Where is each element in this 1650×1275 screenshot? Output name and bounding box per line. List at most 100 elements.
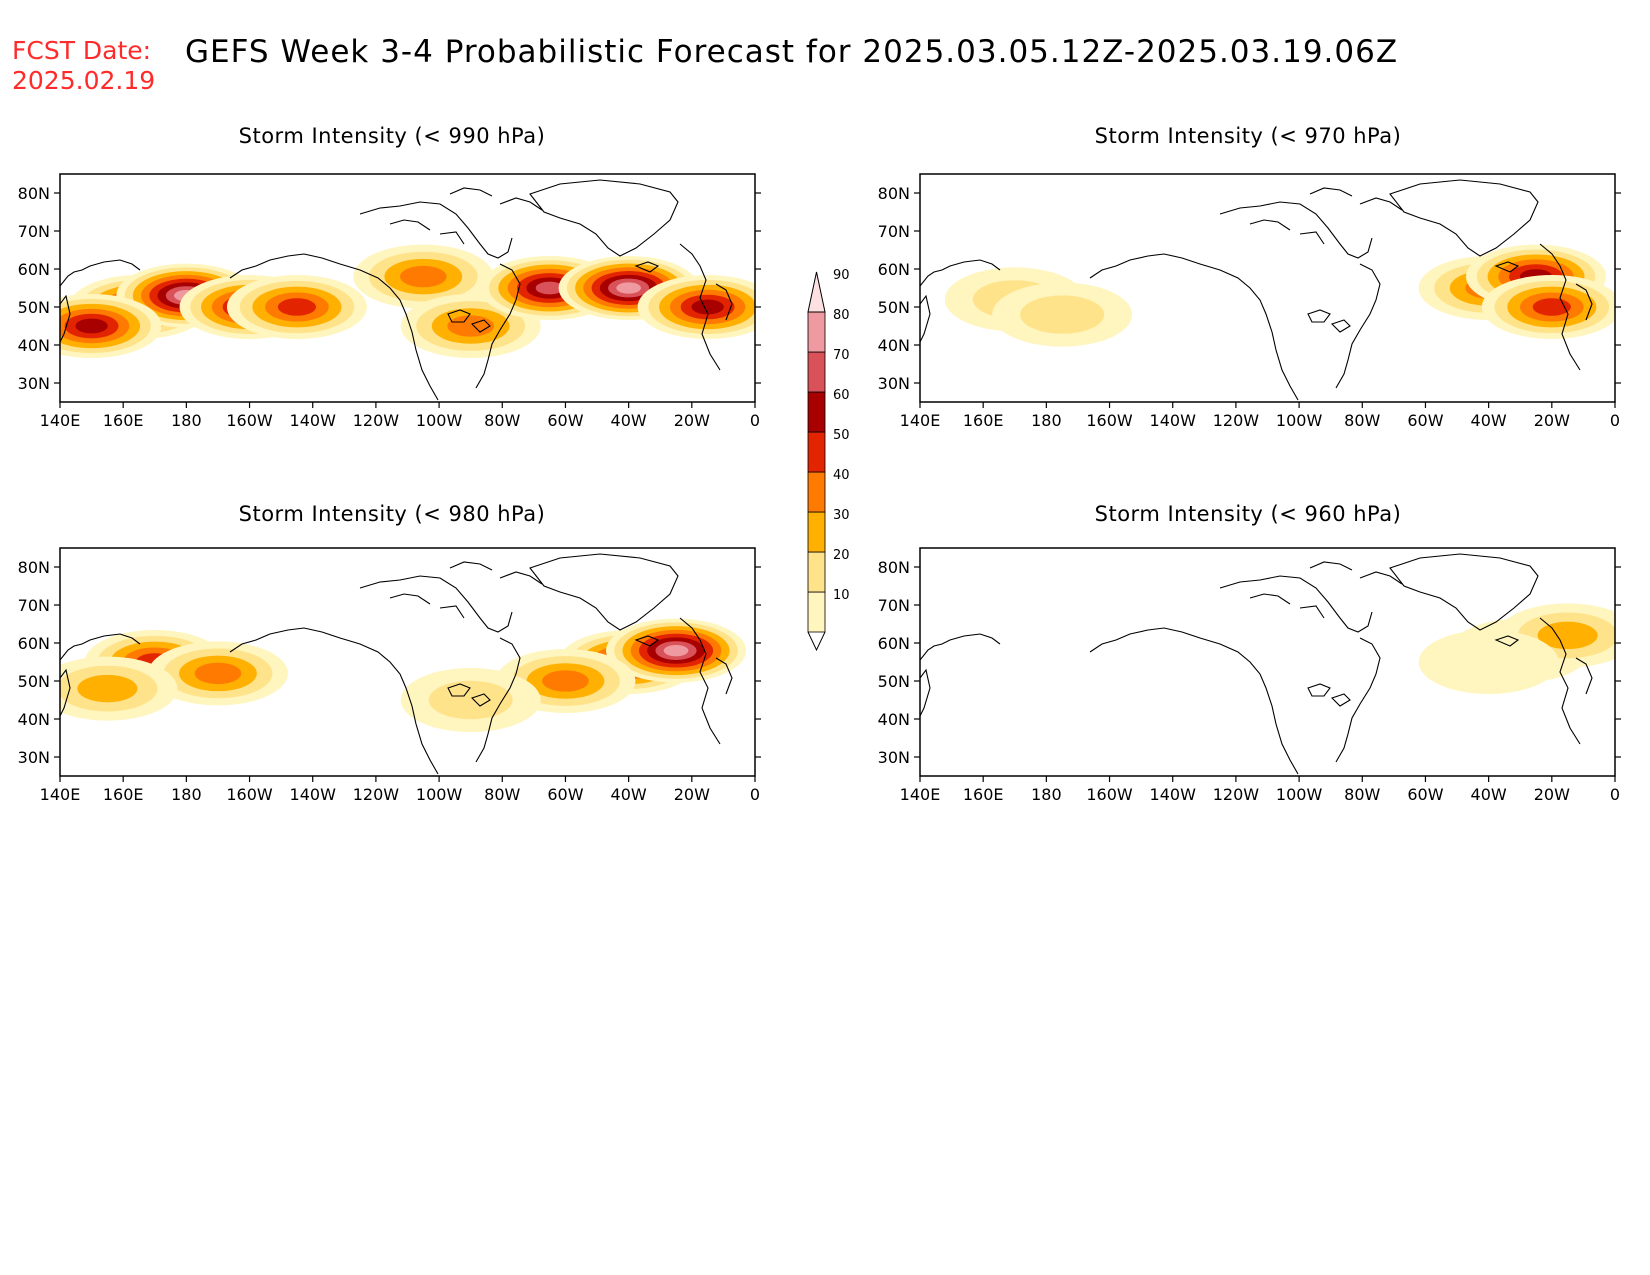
lon-tick-label: 80W xyxy=(1344,785,1380,804)
lat-tick-label: 30N xyxy=(878,748,910,767)
map-panel-3: 80N 70N 60N 50N 40N 30N 140E 160E 180 160W 140W 120… xyxy=(878,547,1621,804)
lon-tick-label: 100W xyxy=(416,785,463,804)
lat-tick-label: 70N xyxy=(878,596,910,615)
lon-tick-label: 40W xyxy=(611,785,647,804)
lon-tick-label: 80W xyxy=(1344,411,1380,430)
lat-tick-label: 50N xyxy=(18,672,50,691)
coastline xyxy=(60,633,141,717)
panel-title-960: Storm Intensity (< 960 hPa) xyxy=(1094,502,1402,526)
colorbar-label: 40 xyxy=(833,468,850,483)
lon-tick-label: 60W xyxy=(547,785,583,804)
coastline xyxy=(1335,263,1381,389)
prob-blob-0-5-4 xyxy=(399,265,447,288)
lon-tick-label: 0 xyxy=(1610,411,1620,430)
lon-tick-label: 80W xyxy=(484,785,520,804)
colorbar-segment xyxy=(807,471,826,513)
lat-tick-label: 40N xyxy=(18,710,50,729)
lon-tick-label: 60W xyxy=(1407,785,1443,804)
colorbar-label: 10 xyxy=(833,588,850,603)
coastline xyxy=(1309,187,1403,211)
colorbar-segment xyxy=(807,311,826,353)
colorbar-segment xyxy=(807,591,826,633)
prob-blob-1-4-5 xyxy=(1532,298,1571,316)
prob-blob-0-3-5 xyxy=(277,298,317,316)
prob-blob-2-5-4 xyxy=(542,670,589,692)
lon-tick-label: 100W xyxy=(416,411,463,430)
coastline xyxy=(1219,201,1373,259)
coastline xyxy=(449,187,543,211)
coastline xyxy=(1494,243,1593,371)
lat-tick-label: 50N xyxy=(878,298,910,317)
lon-tick-label: 140W xyxy=(1150,785,1197,804)
lat-tick-label: 80N xyxy=(878,558,910,577)
coastline xyxy=(920,633,1001,717)
coastline xyxy=(920,259,1001,343)
map-frame xyxy=(919,173,1616,403)
map-panel-2: 80N 70N 60N 50N 40N 30N 140E 160E 180 160W 140W 120… xyxy=(18,547,761,804)
prob-blob-2-6-2 xyxy=(428,680,513,720)
lon-tick-label: 60W xyxy=(547,411,583,430)
forecast-date-label: FCST Date: 2025.02.19 xyxy=(12,36,155,96)
lon-tick-label: 140W xyxy=(1150,411,1197,430)
coastline xyxy=(447,309,491,333)
colorbar-label: 50 xyxy=(833,428,850,443)
coastline xyxy=(1494,617,1593,745)
fcst-date-value: 2025.02.19 xyxy=(12,66,156,95)
lat-tick-label: 70N xyxy=(18,596,50,615)
lon-tick-label: 100W xyxy=(1276,411,1323,430)
colorbar-segment xyxy=(807,551,826,593)
coastline xyxy=(634,617,733,745)
lon-tick-label: 160W xyxy=(226,411,273,430)
lon-tick-label: 80W xyxy=(484,411,520,430)
prob-blob-0-7-7 xyxy=(535,281,564,295)
colorbar-segment xyxy=(807,351,826,393)
map-frame xyxy=(59,173,756,403)
coastline xyxy=(1389,179,1539,257)
lat-tick-label: 30N xyxy=(18,748,50,767)
coastline xyxy=(529,179,679,257)
lon-tick-label: 40W xyxy=(1471,785,1507,804)
lon-tick-label: 160W xyxy=(1086,411,1133,430)
lat-tick-label: 70N xyxy=(18,222,50,241)
lat-tick-label: 40N xyxy=(18,336,50,355)
prob-blob-0-9-6 xyxy=(691,299,724,315)
colorbar-top-triangle xyxy=(807,271,826,313)
lon-tick-label: 140E xyxy=(900,411,941,430)
colorbar-label: 80 xyxy=(833,308,850,323)
coastline xyxy=(359,201,513,259)
lon-tick-label: 160E xyxy=(103,411,144,430)
lat-tick-label: 70N xyxy=(878,222,910,241)
lon-tick-label: 180 xyxy=(171,785,202,804)
fcst-date-caption: FCST Date: xyxy=(12,36,152,65)
colorbar-bottom-triangle xyxy=(807,631,826,652)
lat-tick-label: 80N xyxy=(18,558,50,577)
coastline xyxy=(1307,683,1351,707)
coastline xyxy=(529,553,679,631)
lon-tick-label: 140E xyxy=(900,785,941,804)
prob-blob-3-2-1 xyxy=(1418,630,1559,694)
lat-tick-label: 80N xyxy=(18,184,50,203)
lon-tick-label: 180 xyxy=(1031,785,1062,804)
lon-tick-label: 160E xyxy=(963,785,1004,804)
lon-tick-label: 140W xyxy=(290,785,337,804)
colorbar-segment xyxy=(807,511,826,553)
lat-tick-label: 60N xyxy=(878,260,910,279)
lon-tick-label: 140W xyxy=(290,411,337,430)
prob-blob-0-4-6 xyxy=(75,318,108,334)
lat-tick-label: 30N xyxy=(878,374,910,393)
lon-tick-label: 0 xyxy=(750,785,760,804)
lat-tick-label: 50N xyxy=(18,298,50,317)
coastline xyxy=(229,253,439,401)
coastline xyxy=(60,259,141,343)
panel-title-970: Storm Intensity (< 970 hPa) xyxy=(1094,124,1402,148)
lon-tick-label: 160W xyxy=(1086,785,1133,804)
panel-title-990: Storm Intensity (< 990 hPa) xyxy=(238,124,546,148)
coastline xyxy=(229,627,439,775)
lat-tick-label: 30N xyxy=(18,374,50,393)
colorbar-segment xyxy=(807,431,826,473)
colorbar-label: 20 xyxy=(833,548,850,563)
page-title: GEFS Week 3-4 Probabilistic Forecast for… xyxy=(185,34,1399,70)
lon-tick-label: 100W xyxy=(1276,785,1323,804)
coastline xyxy=(1335,637,1381,763)
